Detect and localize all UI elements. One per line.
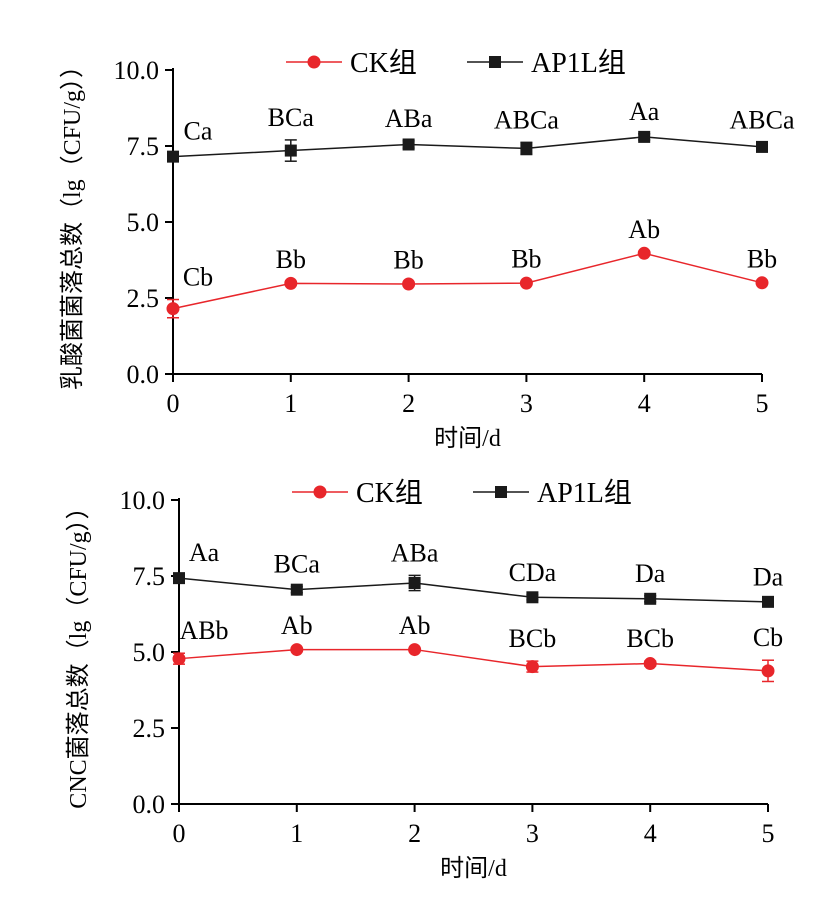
y-axis-title: 乳酸菌菌落总数（lg（CFU/g））	[59, 54, 86, 390]
data-point	[290, 643, 304, 657]
series-ap1l: Aa BCa ABa CDa Da Da	[173, 538, 784, 608]
data-point	[402, 277, 416, 291]
significance-label: ABb	[179, 616, 228, 645]
series-line	[178, 648, 769, 672]
x-axis-title: 时间/d	[440, 855, 507, 882]
series-ap1l: Ca BCa ABa ABCa Aa ABCa	[167, 97, 795, 163]
data-point	[756, 140, 768, 153]
y-tick-label: 7.5	[127, 132, 160, 161]
x-tick-label: 2	[408, 819, 421, 848]
y-tick-label: 10.0	[120, 486, 166, 515]
significance-label: Bb	[276, 245, 306, 274]
data-point	[643, 657, 657, 671]
legend-label: CK组	[350, 47, 417, 79]
significance-label: ABa	[385, 104, 433, 133]
significance-label: Bb	[747, 244, 777, 273]
y-tick-label: 10.0	[114, 56, 160, 85]
y-tick-label: 0.0	[127, 360, 160, 389]
chart-panel-2: 0.0 2.5 5.0 7.5 10.0 0 1 2 3 4 5 时间/d CNC菌落总数（lg（CFU…	[65, 477, 784, 882]
x-tick-label: 4	[638, 389, 651, 418]
legend-marker	[489, 56, 501, 68]
legend: CK组 AP1L组	[286, 47, 626, 79]
legend-label: AP1L组	[531, 47, 626, 79]
data-point	[166, 302, 180, 316]
series-line	[172, 136, 763, 158]
y-tick-label: 2.5	[133, 714, 166, 743]
x-tick-label: 2	[402, 389, 415, 418]
data-point	[519, 276, 533, 290]
series-ck: ABb Ab Ab BCb BCb Cb	[172, 611, 783, 683]
data-point	[408, 643, 422, 657]
y-axis-title: CNC菌落总数（lg（CFU/g））	[65, 495, 92, 808]
significance-label: ABCa	[494, 105, 559, 134]
data-point	[520, 142, 533, 155]
significance-label: BCa	[268, 103, 315, 132]
data-point	[638, 130, 651, 143]
data-point	[637, 246, 651, 260]
y-tick-label: 7.5	[133, 562, 166, 591]
data-point	[284, 144, 297, 157]
data-point	[644, 592, 657, 605]
significance-label: BCa	[274, 550, 321, 579]
significance-label: Cb	[753, 623, 783, 652]
significance-label: Ab	[399, 611, 431, 640]
significance-label: Cb	[183, 263, 213, 292]
data-point	[526, 591, 539, 604]
y-tick-label: 0.0	[133, 790, 166, 819]
data-point	[525, 660, 539, 674]
significance-label: Da	[635, 559, 666, 588]
legend-marker	[313, 485, 327, 499]
y-tick-label: 5.0	[127, 208, 160, 237]
significance-label: BCb	[509, 624, 557, 653]
data-point	[761, 664, 775, 678]
data-point	[290, 583, 303, 596]
data-point	[402, 138, 415, 151]
significance-label: Ca	[184, 117, 213, 146]
series-ck: Cb Bb Bb Bb Ab Bb	[166, 215, 777, 319]
significance-label: Ab	[628, 215, 660, 244]
significance-label: ABa	[391, 538, 439, 567]
chart-panel-1: 0.0 2.5 5.0 7.5 10.0 0 1 2 3 4 5 时间/d 乳酸菌菌落总数（lg（CFU…	[59, 47, 795, 452]
significance-label: Bb	[511, 245, 541, 274]
legend-label: AP1L组	[537, 477, 632, 509]
significance-label: CDa	[509, 558, 557, 587]
x-tick-label: 1	[284, 389, 297, 418]
significance-label: BCb	[626, 624, 674, 653]
significance-label: Bb	[393, 245, 423, 274]
x-tick-label: 1	[290, 819, 303, 848]
data-point	[284, 276, 298, 290]
significance-label: Ab	[281, 611, 313, 640]
data-point	[172, 652, 186, 666]
x-tick-label: 5	[762, 819, 775, 848]
data-point	[173, 572, 185, 585]
significance-label: Aa	[189, 538, 220, 567]
legend: CK组 AP1L组	[292, 477, 632, 509]
x-tick-label: 0	[167, 389, 180, 418]
x-tick-label: 0	[173, 819, 186, 848]
x-tick-label: 4	[644, 819, 657, 848]
x-tick-label: 3	[520, 389, 533, 418]
legend-marker	[495, 486, 507, 498]
data-point	[762, 595, 774, 608]
significance-label: Aa	[629, 97, 660, 126]
legend-marker	[307, 55, 321, 69]
x-tick-label: 5	[756, 389, 769, 418]
data-point	[167, 150, 179, 163]
data-point	[408, 576, 421, 589]
x-tick-label: 3	[526, 819, 539, 848]
legend-label: CK组	[356, 477, 423, 509]
significance-label: ABCa	[730, 105, 795, 134]
series-line	[172, 252, 763, 310]
x-axis-title: 时间/d	[434, 425, 501, 452]
significance-label: Da	[753, 562, 784, 591]
y-tick-label: 2.5	[127, 284, 160, 313]
series-line	[178, 577, 769, 603]
data-point	[755, 276, 769, 290]
y-tick-label: 5.0	[133, 638, 166, 667]
